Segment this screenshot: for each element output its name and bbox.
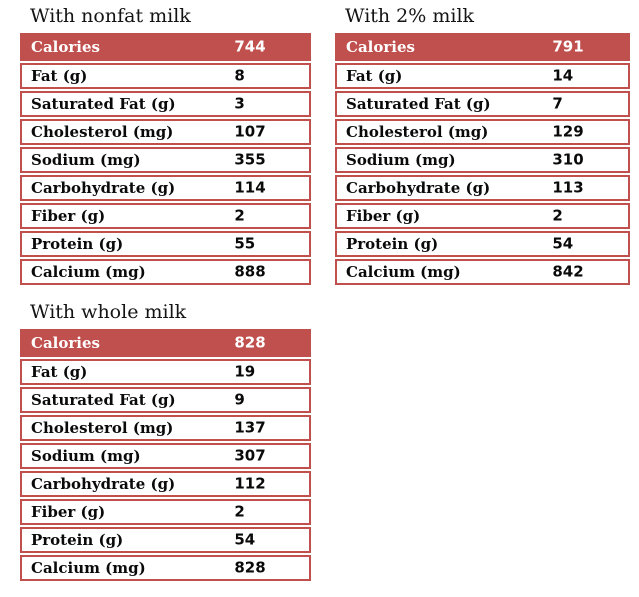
table-row: Cholesterol (mg) 137 [20, 415, 311, 441]
table-row: Sodium (mg) 310 [335, 147, 630, 173]
row-value: 7 [552, 94, 563, 113]
row-label: Cholesterol (mg) [31, 122, 174, 141]
row-label: Fiber (g) [346, 206, 421, 225]
nutrition-block-whole: With whole milk Calories 828 Fat (g) 19 … [20, 301, 311, 581]
row-value: 114 [234, 178, 266, 197]
row-label: Calcium (mg) [346, 262, 461, 281]
row-value: 2 [234, 206, 245, 225]
table-header-row: Calories 791 [335, 33, 630, 61]
table-row: Sodium (mg) 355 [20, 147, 311, 173]
row-value: 54 [552, 234, 574, 253]
header-value: 791 [552, 37, 584, 56]
row-value: 828 [234, 558, 266, 577]
table-row: Calcium (mg) 828 [20, 555, 311, 581]
row-label: Carbohydrate (g) [31, 474, 176, 493]
nutrition-table-whole: Calories 828 Fat (g) 19 Saturated Fat (g… [20, 329, 311, 581]
table-row: Carbohydrate (g) 113 [335, 175, 630, 201]
row-label: Saturated Fat (g) [31, 390, 176, 409]
row-label: Sodium (mg) [31, 446, 141, 465]
nutrition-table-nonfat: Calories 744 Fat (g) 8 Saturated Fat (g)… [20, 33, 311, 285]
row-label: Protein (g) [31, 234, 124, 253]
table-row: Fiber (g) 2 [20, 203, 311, 229]
row-value: 137 [234, 418, 266, 437]
table-title-2percent: With 2% milk [345, 5, 475, 27]
row-label: Fat (g) [31, 362, 88, 381]
row-label: Saturated Fat (g) [346, 94, 491, 113]
row-value: 842 [552, 262, 584, 281]
table-row: Protein (g) 54 [20, 527, 311, 553]
table-row: Cholesterol (mg) 129 [335, 119, 630, 145]
table-row: Fiber (g) 2 [20, 499, 311, 525]
header-label: Calories [31, 37, 100, 56]
table-row: Saturated Fat (g) 9 [20, 387, 311, 413]
table-row: Protein (g) 54 [335, 231, 630, 257]
table-title-whole: With whole milk [30, 301, 187, 323]
row-label: Sodium (mg) [31, 150, 141, 169]
row-value: 2 [234, 502, 245, 521]
table-row: Calcium (mg) 842 [335, 259, 630, 285]
table-row: Carbohydrate (g) 112 [20, 471, 311, 497]
row-value: 14 [552, 66, 574, 85]
row-label: Cholesterol (mg) [346, 122, 489, 141]
row-value: 888 [234, 262, 266, 281]
row-label: Carbohydrate (g) [346, 178, 491, 197]
table-row: Protein (g) 55 [20, 231, 311, 257]
row-label: Carbohydrate (g) [31, 178, 176, 197]
nutrition-block-2percent: With 2% milk Calories 791 Fat (g) 14 Sat… [335, 5, 630, 285]
row-value: 54 [234, 530, 256, 549]
header-value: 828 [234, 333, 266, 352]
table-header-row: Calories 828 [20, 329, 311, 357]
row-label: Fat (g) [31, 66, 88, 85]
table-row: Calcium (mg) 888 [20, 259, 311, 285]
row-value: 310 [552, 150, 584, 169]
row-label: Protein (g) [346, 234, 439, 253]
table-row: Fat (g) 8 [20, 63, 311, 89]
table-row: Fat (g) 19 [20, 359, 311, 385]
table-row: Cholesterol (mg) 107 [20, 119, 311, 145]
table-row: Saturated Fat (g) 7 [335, 91, 630, 117]
row-value: 113 [552, 178, 584, 197]
table-header-row: Calories 744 [20, 33, 311, 61]
row-label: Fiber (g) [31, 502, 106, 521]
row-label: Protein (g) [31, 530, 124, 549]
nutrition-table-2percent: Calories 791 Fat (g) 14 Saturated Fat (g… [335, 33, 630, 285]
row-label: Calcium (mg) [31, 558, 146, 577]
header-label: Calories [31, 333, 100, 352]
row-label: Calcium (mg) [31, 262, 146, 281]
table-row: Saturated Fat (g) 3 [20, 91, 311, 117]
row-value: 55 [234, 234, 256, 253]
row-value: 355 [234, 150, 266, 169]
row-value: 3 [234, 94, 245, 113]
row-value: 9 [234, 390, 245, 409]
table-row: Fiber (g) 2 [335, 203, 630, 229]
row-value: 307 [234, 446, 266, 465]
table-row: Sodium (mg) 307 [20, 443, 311, 469]
row-value: 8 [234, 66, 245, 85]
row-label: Cholesterol (mg) [31, 418, 174, 437]
row-value: 107 [234, 122, 266, 141]
row-value: 19 [234, 362, 256, 381]
row-value: 129 [552, 122, 584, 141]
row-label: Saturated Fat (g) [31, 94, 176, 113]
row-label: Fat (g) [346, 66, 403, 85]
row-label: Sodium (mg) [346, 150, 456, 169]
table-title-nonfat: With nonfat milk [30, 5, 191, 27]
header-label: Calories [346, 37, 415, 56]
table-row: Fat (g) 14 [335, 63, 630, 89]
row-label: Fiber (g) [31, 206, 106, 225]
row-value: 112 [234, 474, 266, 493]
row-value: 2 [552, 206, 563, 225]
nutrition-block-nonfat: With nonfat milk Calories 744 Fat (g) 8 … [20, 5, 311, 285]
header-value: 744 [234, 37, 266, 56]
table-row: Carbohydrate (g) 114 [20, 175, 311, 201]
